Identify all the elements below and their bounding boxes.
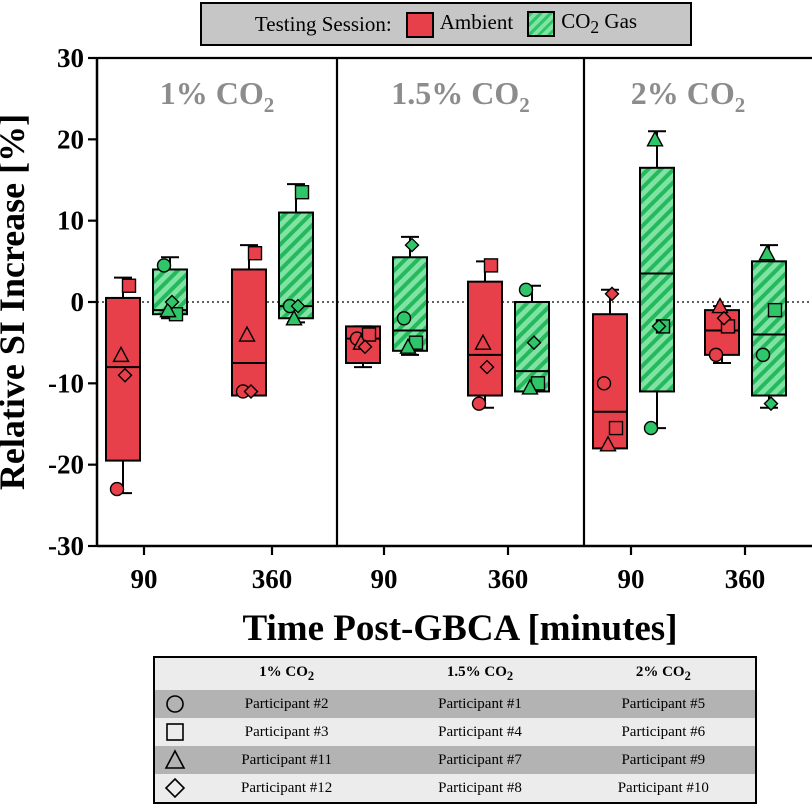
legend-ambient-label: Ambient [439, 10, 514, 35]
panel-title: 1% CO2 [160, 75, 275, 117]
data-point-diamond [716, 310, 732, 326]
table-cell: Participant #3 [244, 723, 329, 740]
triangle-icon [155, 749, 195, 771]
legend-co2-label: CO [561, 9, 591, 34]
data-point-triangle [159, 301, 177, 318]
panel-title: 1.5% CO2 [391, 75, 530, 117]
co2-box [392, 256, 428, 352]
data-point-square [767, 302, 783, 318]
y-tick-label: -30 [48, 531, 84, 561]
legend-co2-subscript: 2 [590, 17, 600, 38]
co2-swatch [527, 10, 556, 37]
panel-title: 2% CO2 [631, 75, 746, 117]
table-row: Participant #2 Participant #1 Participan… [155, 690, 755, 718]
table-cell: Participant #6 [621, 723, 706, 740]
legend-item-ambient: Ambient [405, 10, 514, 38]
table-cell: Participant #11 [241, 751, 332, 768]
table-cell: Participant #4 [438, 723, 522, 740]
data-point-circle [708, 347, 724, 363]
data-point-circle [109, 481, 125, 497]
table-cell: Participant #1 [438, 695, 522, 712]
box-plot-chart: -30 -20 -10 0 10 20 30 Relative SI Increase [%]… [0, 43, 812, 649]
data-point-circle [471, 396, 487, 411]
circle-icon [155, 693, 195, 715]
co2-box [639, 166, 675, 393]
data-point-diamond [357, 339, 373, 355]
table-cell: Participant #9 [621, 751, 706, 768]
y-tick-label: 0 [71, 287, 85, 317]
table-row: Participant #11 Participant #7 Participa… [155, 746, 755, 774]
data-point-circle [156, 258, 172, 273]
y-tick-label: 20 [57, 124, 84, 154]
data-point-diamond [763, 396, 779, 412]
data-point-circle [643, 420, 659, 436]
legend-co2-suffix: Gas [599, 9, 638, 34]
data-point-circle [396, 311, 412, 326]
table-header-1-5pct: 1.5% CO2 [446, 664, 514, 683]
table-cell: Participant #12 [241, 779, 333, 796]
data-point-diamond [117, 367, 133, 383]
x-tick-label: 360 [725, 564, 766, 594]
data-point-diamond [526, 335, 542, 351]
table-cell: Participant #5 [621, 695, 706, 712]
data-point-square [121, 278, 137, 293]
y-tick-label: 30 [57, 43, 84, 73]
table-row: Participant #3 Participant #4 Participan… [155, 718, 755, 746]
data-point-square [483, 258, 499, 273]
data-point-triangle [599, 435, 617, 452]
data-point-triangle [112, 345, 130, 363]
data-point-diamond [604, 286, 620, 302]
data-point-triangle [238, 325, 256, 342]
data-point-square [361, 327, 377, 342]
square-icon [155, 721, 195, 743]
data-point-circle [518, 282, 534, 297]
data-point-triangle [646, 130, 664, 147]
x-axis-label: Time Post-GBCA [minutes] [242, 608, 677, 649]
legend-title: Testing Session: [254, 11, 392, 36]
data-point-triangle [711, 297, 729, 314]
table-header-2pct: 2% CO2 [635, 664, 691, 683]
data-point-square [294, 184, 310, 200]
participant-table-header: 1% CO2 1.5% CO2 2% CO2 [155, 658, 755, 690]
data-point-triangle [758, 244, 776, 261]
data-point-diamond [479, 359, 495, 375]
data-point-square [608, 420, 624, 436]
participant-table: 1% CO2 1.5% CO2 2% CO2 Participant #2 Pa… [153, 656, 757, 804]
x-tick-label: 360 [252, 564, 293, 594]
diamond-icon [155, 777, 195, 799]
x-tick-label: 90 [371, 564, 398, 594]
x-tick-label: 90 [618, 564, 645, 594]
data-point-triangle [521, 378, 539, 395]
data-point-triangle [474, 333, 492, 350]
x-tick-label: 90 [131, 564, 158, 594]
y-axis-label: Relative SI Increase [%] [0, 114, 32, 490]
table-cell: Participant #7 [438, 751, 522, 768]
co2-box [751, 260, 787, 397]
data-point-square [247, 245, 263, 261]
table-row: Participant #12 Participant #8 Participa… [155, 774, 755, 802]
data-point-diamond [243, 383, 259, 399]
y-tick-label: -20 [48, 450, 84, 480]
y-tick-label: 10 [57, 206, 84, 236]
data-point-triangle [285, 309, 303, 326]
table-cell: Participant #8 [438, 779, 522, 796]
data-point-circle [755, 347, 771, 363]
data-point-diamond [651, 318, 667, 334]
legend: Testing Session: Ambient CO2 Gas [200, 2, 692, 46]
table-cell: Participant #2 [244, 695, 329, 712]
legend-item-co2: CO2 Gas [527, 9, 637, 38]
y-tick-label: -10 [48, 368, 84, 398]
data-point-diamond [404, 237, 420, 253]
table-header-1pct: 1% CO2 [259, 664, 315, 683]
data-point-triangle [399, 337, 417, 354]
data-point-diamond [164, 294, 180, 310]
x-tick-label: 360 [488, 564, 529, 594]
table-cell: Participant #10 [617, 779, 709, 796]
data-point-diamond [290, 298, 306, 314]
ambient-swatch [405, 11, 434, 38]
data-point-circle [596, 376, 612, 391]
ambient-box [467, 280, 503, 397]
